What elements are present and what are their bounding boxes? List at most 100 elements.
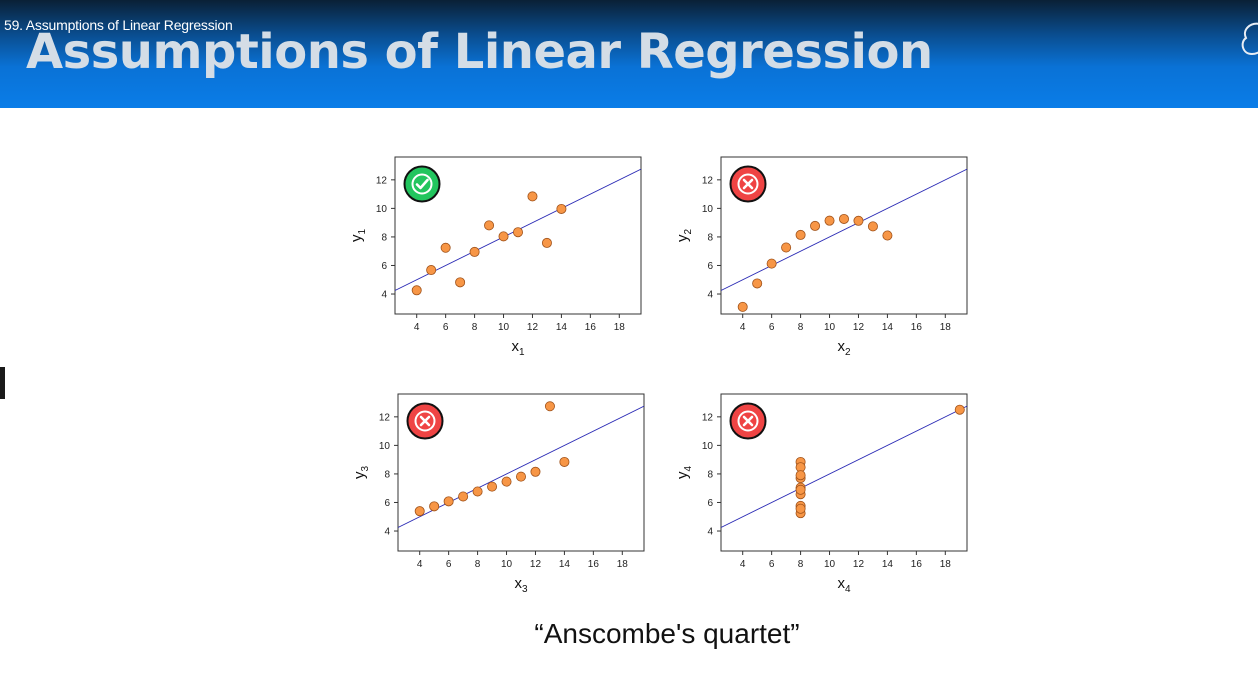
x-tick-label: 12 <box>853 559 865 570</box>
x-tick-label: 18 <box>614 322 626 333</box>
data-point <box>487 481 498 492</box>
data-point <box>781 242 792 253</box>
x-axis-label: x2 <box>837 338 851 358</box>
data-point <box>414 506 425 517</box>
data-point <box>544 401 555 412</box>
data-point <box>559 456 570 467</box>
y-tick-label: 12 <box>376 175 388 186</box>
data-point <box>867 221 878 232</box>
x-tick-label: 4 <box>740 559 746 570</box>
x-tick-label: 6 <box>769 322 775 333</box>
cross-icon <box>406 402 444 440</box>
x-axis-label: x3 <box>514 575 528 595</box>
x-tick-label: 12 <box>527 322 539 333</box>
x-tick-label: 12 <box>853 322 865 333</box>
data-point <box>411 285 422 296</box>
x-tick-label: 10 <box>824 322 836 333</box>
title-banner: 59. Assumptions of Linear Regression Ass… <box>0 0 1258 108</box>
x-tick-label: 14 <box>559 559 571 570</box>
data-point <box>472 486 483 497</box>
data-point <box>515 471 526 482</box>
data-point <box>795 470 806 481</box>
y-tick-label: 6 <box>707 261 713 272</box>
x-tick-label: 8 <box>475 559 481 570</box>
data-point <box>795 503 806 514</box>
x-tick-label: 6 <box>446 559 452 570</box>
y-tick-label: 12 <box>702 175 714 186</box>
x-tick-label: 18 <box>940 322 952 333</box>
x-tick-label: 8 <box>798 322 804 333</box>
x-axis-label: x4 <box>837 575 851 595</box>
y-tick-label: 10 <box>379 441 391 452</box>
data-point <box>853 215 864 226</box>
x-tick-label: 10 <box>501 559 513 570</box>
plot-area <box>398 401 644 528</box>
data-point <box>527 191 538 202</box>
data-point <box>556 203 567 214</box>
data-point <box>766 258 777 269</box>
y-tick-label: 8 <box>381 232 387 243</box>
y-tick-label: 10 <box>376 204 388 215</box>
video-title: 59. Assumptions of Linear Regression <box>4 17 233 33</box>
data-point <box>824 215 835 226</box>
data-point <box>512 227 523 238</box>
regression-line <box>721 168 967 291</box>
regression-line <box>721 405 967 528</box>
y-axis-label: y2 <box>674 229 694 243</box>
x-tick-label: 8 <box>472 322 478 333</box>
y-tick-label: 12 <box>379 412 391 423</box>
data-point <box>737 301 748 312</box>
y-tick-label: 8 <box>384 469 390 480</box>
y-tick-label: 12 <box>702 412 714 423</box>
data-point <box>838 213 849 224</box>
y-tick-label: 8 <box>707 469 713 480</box>
side-marker <box>0 367 5 399</box>
x-tick-label: 4 <box>414 322 420 333</box>
y-tick-label: 6 <box>381 261 387 272</box>
data-point <box>882 230 893 241</box>
x-tick-label: 14 <box>882 322 894 333</box>
x-tick-label: 16 <box>911 322 923 333</box>
data-point <box>498 231 509 242</box>
y-tick-label: 6 <box>384 498 390 509</box>
y-tick-label: 4 <box>381 290 387 301</box>
data-point <box>795 229 806 240</box>
x-tick-label: 6 <box>443 322 449 333</box>
data-point <box>429 501 440 512</box>
y-tick-label: 10 <box>702 204 714 215</box>
x-tick-label: 18 <box>940 559 952 570</box>
data-point <box>443 496 454 507</box>
x-axis-label: x1 <box>511 338 525 358</box>
x-tick-label: 18 <box>617 559 629 570</box>
plot-area <box>395 168 641 296</box>
data-point <box>458 491 469 502</box>
data-point <box>541 237 552 248</box>
x-tick-label: 4 <box>740 322 746 333</box>
y-tick-label: 4 <box>384 527 390 538</box>
data-point <box>426 265 437 276</box>
x-tick-label: 16 <box>588 559 600 570</box>
slide-title: Assumptions of Linear Regression <box>26 24 933 80</box>
check-icon <box>403 165 441 203</box>
cross-icon <box>729 402 767 440</box>
data-point <box>752 278 763 289</box>
y-tick-label: 8 <box>707 232 713 243</box>
y-tick-label: 4 <box>707 527 713 538</box>
slide-caption: “Anscombe's quartet” <box>534 618 800 649</box>
plot-area <box>721 168 967 312</box>
y-axis-label: y4 <box>674 466 694 480</box>
x-tick-label: 10 <box>824 559 836 570</box>
x-tick-label: 14 <box>556 322 568 333</box>
y-tick-label: 10 <box>702 441 714 452</box>
brand-logo-icon <box>1241 22 1258 56</box>
data-point <box>810 220 821 231</box>
data-point <box>440 242 451 253</box>
data-point <box>455 277 466 288</box>
y-axis-label: y1 <box>348 229 368 243</box>
y-axis-label: y3 <box>351 466 371 480</box>
